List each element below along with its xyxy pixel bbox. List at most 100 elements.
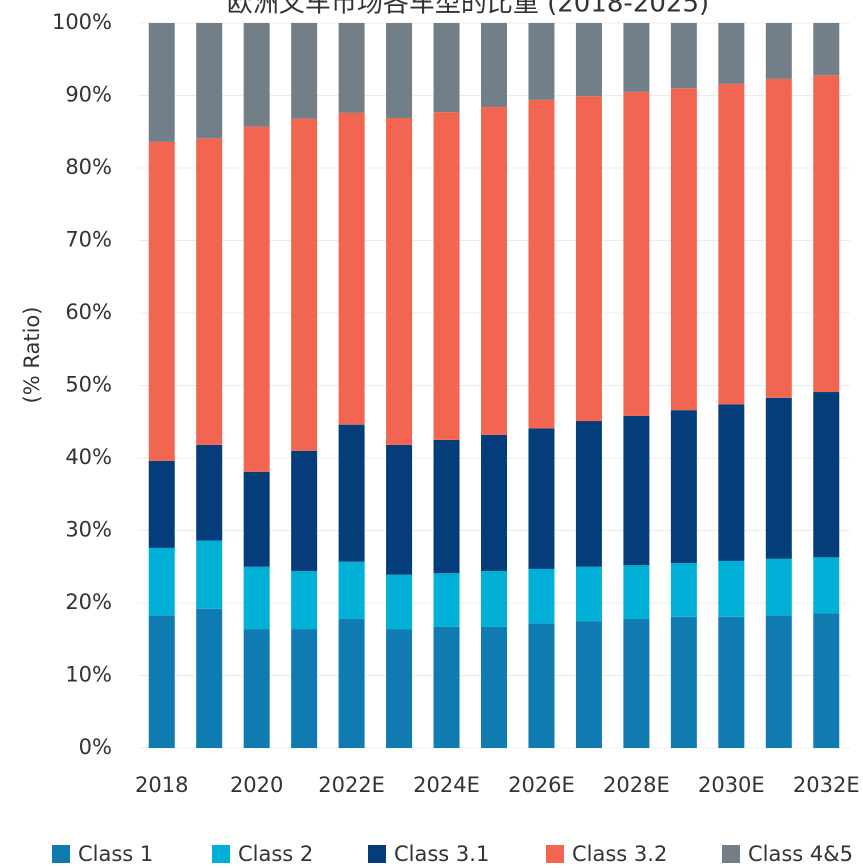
bar-segment	[528, 99, 555, 429]
bar-segment	[243, 566, 270, 630]
bar-segment	[386, 629, 413, 748]
bar-segment	[813, 613, 840, 748]
bar-segment	[148, 460, 175, 548]
bar-segment	[575, 96, 602, 422]
bar-segment	[386, 117, 413, 445]
bar-segment	[670, 88, 697, 411]
bar-segment	[433, 626, 460, 748]
bar-segment	[765, 78, 792, 398]
bar-segment	[196, 608, 223, 748]
bar-segment	[623, 415, 650, 566]
bar-segment	[291, 118, 318, 451]
bar-segment	[813, 557, 840, 614]
bar-segment	[718, 560, 745, 617]
legend-label: Class 1	[78, 842, 153, 866]
bar-segment	[243, 471, 270, 567]
bar-segment	[813, 392, 840, 558]
y-tick-label: 60%	[65, 300, 112, 324]
bar-segment	[481, 434, 507, 572]
bar-segment	[575, 23, 602, 97]
bar-segment	[813, 23, 840, 76]
bar-segment	[386, 574, 413, 630]
bar-segment	[718, 23, 745, 84]
y-axis-label: (% Ratio)	[20, 307, 44, 404]
bar-segment	[481, 107, 507, 435]
x-tick-label: 2022E	[318, 773, 385, 797]
y-tick-label: 80%	[65, 155, 112, 179]
bar-segment	[338, 112, 365, 425]
legend-swatch	[546, 845, 564, 863]
bar-segment	[291, 23, 318, 119]
bar-segment	[765, 23, 792, 79]
bar-segment	[148, 141, 175, 461]
legend-label: Class 3.2	[572, 842, 667, 866]
y-tick-label: 30%	[65, 518, 112, 542]
bar-segment	[433, 573, 460, 627]
legend-label: Class 3.1	[394, 842, 489, 866]
legend-label: Class 2	[238, 842, 313, 866]
bar-segment	[575, 421, 602, 567]
y-tick-label: 0%	[79, 735, 112, 759]
x-tick-label: 2032E	[793, 773, 860, 797]
bar-segment	[623, 91, 650, 416]
bar-segment	[765, 558, 792, 616]
bar-segment	[243, 126, 270, 472]
x-tick-label: 2026E	[508, 773, 575, 797]
bar-segment	[623, 23, 650, 92]
bar-segment	[528, 623, 555, 748]
bar-segment	[196, 540, 223, 609]
bar-segment	[243, 629, 270, 748]
y-tick-label: 10%	[65, 663, 112, 687]
legend-swatch	[722, 845, 740, 863]
bar-segment	[196, 444, 223, 541]
bar-segment	[528, 428, 555, 569]
bar-segment	[623, 618, 650, 748]
bar-segment	[765, 615, 792, 748]
y-tick-label: 50%	[65, 373, 112, 397]
legend-swatch	[368, 845, 386, 863]
x-tick-label: 2018	[135, 773, 188, 797]
bar-segment	[196, 23, 223, 139]
bar-segment	[623, 565, 650, 619]
bar-segment	[528, 23, 555, 100]
bar-segment	[386, 444, 413, 575]
bar-segment	[481, 23, 507, 108]
chart-title: 欧洲叉车市场各车型的比重 (2018-2025)	[227, 0, 709, 19]
bar-segment	[148, 615, 175, 748]
bar-segment	[291, 629, 318, 748]
bar-segment	[670, 23, 697, 89]
bar-segment	[575, 621, 602, 748]
bar-segment	[813, 75, 840, 393]
bar-segment	[338, 561, 365, 619]
legend-swatch	[212, 845, 230, 863]
y-tick-label: 20%	[65, 590, 112, 614]
bar-segment	[433, 23, 460, 113]
bar-segment	[148, 547, 175, 616]
y-tick-label: 70%	[65, 228, 112, 252]
x-tick-label: 2030E	[698, 773, 765, 797]
bar-segment	[433, 112, 460, 440]
y-tick-label: 100%	[52, 10, 112, 34]
bar-segment	[196, 138, 223, 445]
y-tick-label: 90%	[65, 83, 112, 107]
bar-segment	[670, 616, 697, 748]
bar-segment	[765, 397, 792, 559]
legend-swatch	[52, 845, 70, 863]
bar-segment	[670, 410, 697, 564]
bar-segment	[575, 566, 602, 622]
bar-segment	[386, 23, 413, 118]
bar-segment	[291, 450, 318, 572]
bar-segment	[481, 626, 507, 748]
bar-segment	[528, 568, 555, 624]
bar-segment	[243, 23, 270, 127]
bar-segment	[338, 23, 365, 113]
bar-segment	[148, 23, 175, 142]
x-tick-label: 2020	[230, 773, 283, 797]
bar-segment	[718, 404, 745, 561]
x-tick-label: 2024E	[413, 773, 480, 797]
bar-segment	[291, 571, 318, 630]
bar-segment	[718, 616, 745, 748]
bar-segment	[670, 563, 697, 617]
